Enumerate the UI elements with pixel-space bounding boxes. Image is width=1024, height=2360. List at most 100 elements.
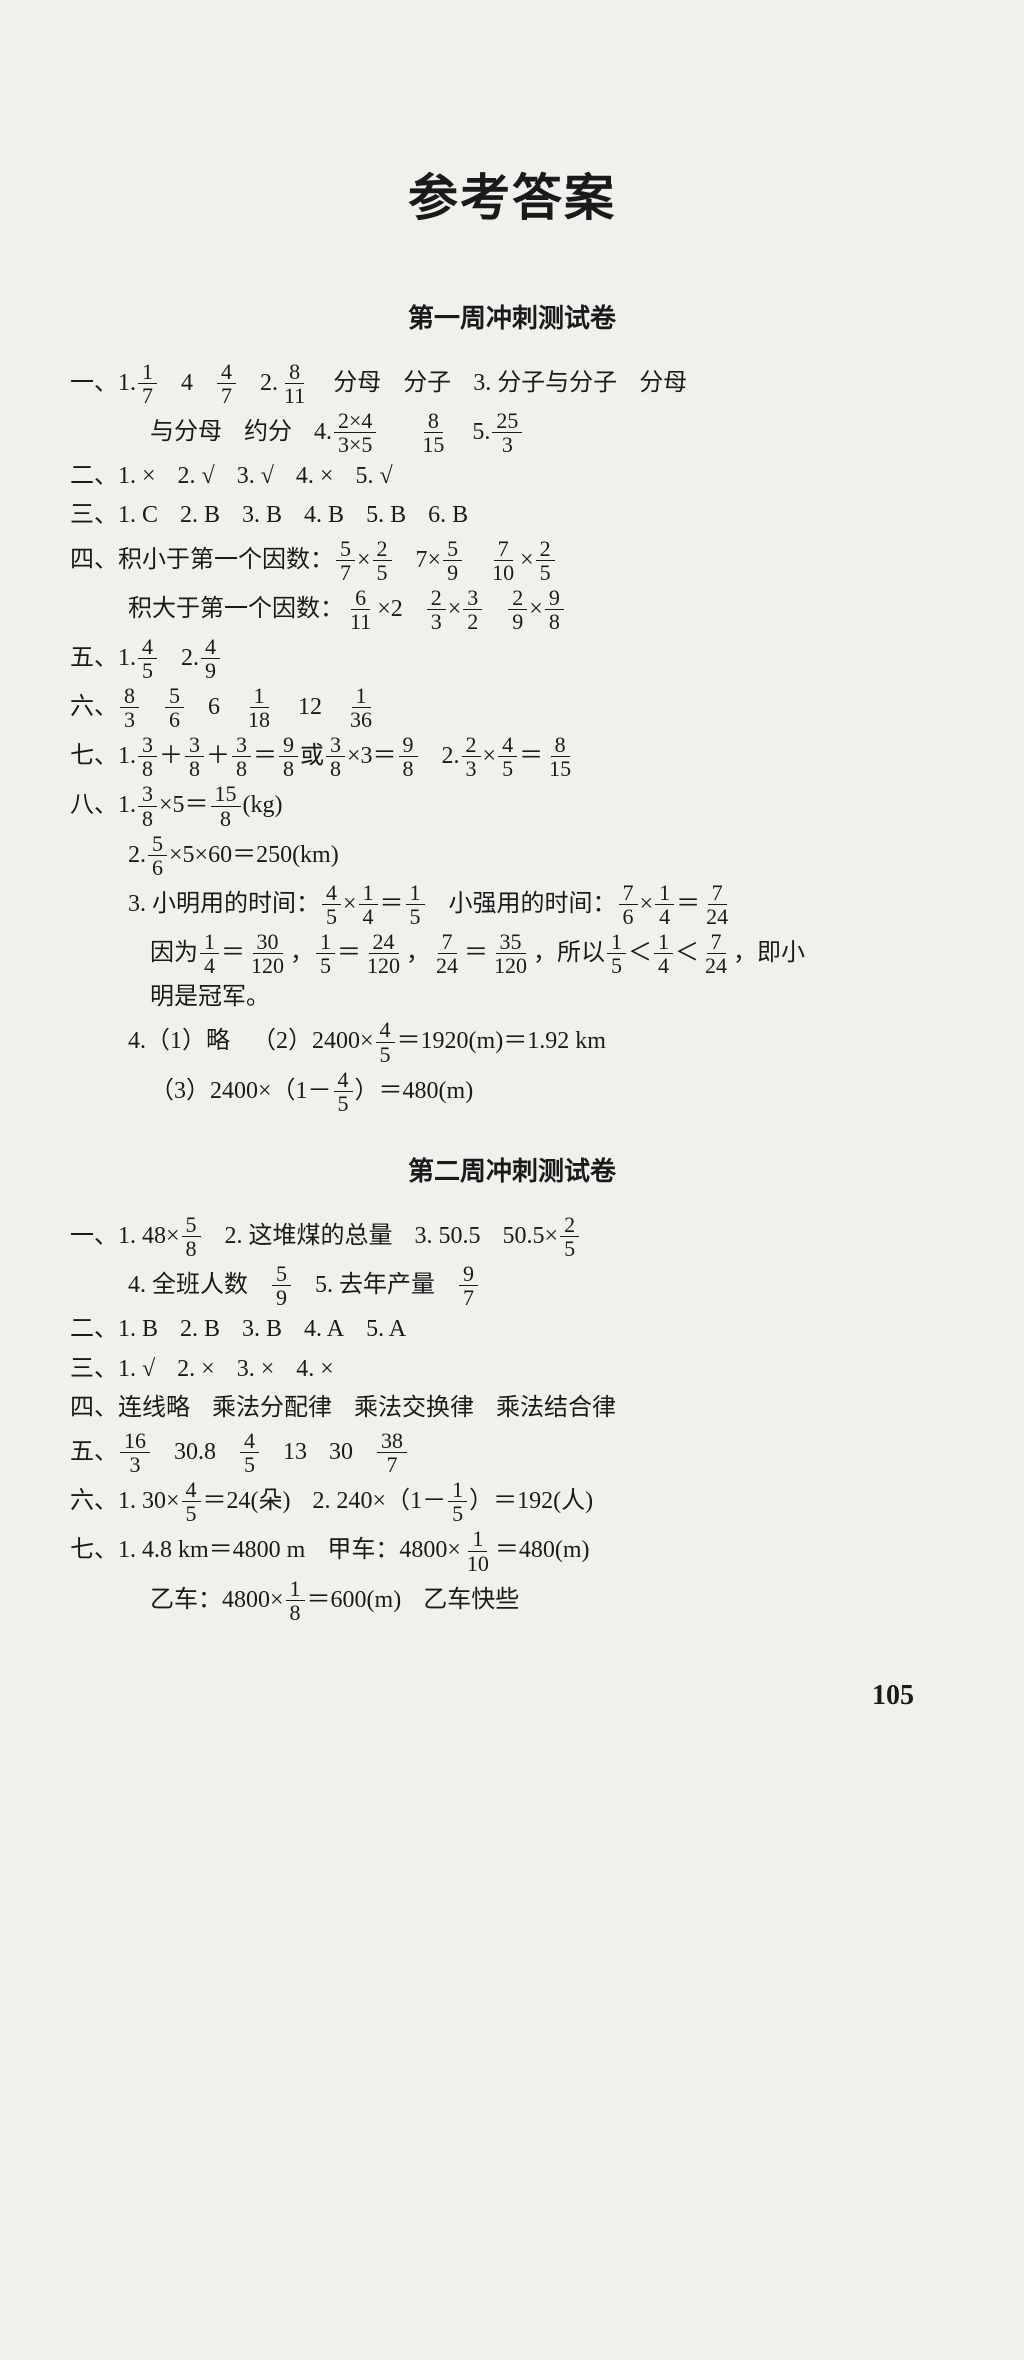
text: ＜	[628, 935, 652, 972]
s1-q1-line2: 与分母 约分 4. 2×43×5 815 5. 253	[70, 409, 954, 456]
frac: 32	[463, 586, 482, 633]
frac: 136	[346, 684, 376, 731]
text: 2.	[442, 738, 460, 775]
text: 或	[300, 738, 324, 775]
s1-q2: 二、1. × 2. √ 3. √ 4. × 5. √	[70, 458, 954, 495]
frac: 58	[182, 1213, 201, 1260]
text: 分子	[403, 365, 451, 402]
frac: 163	[120, 1429, 150, 1476]
text: （2）2400×	[252, 1023, 374, 1060]
frac: 815	[545, 733, 575, 780]
text: 八、1.	[70, 787, 136, 824]
s2-q5: 五、 163 30.8 45 13 30 387	[70, 1429, 954, 1476]
frac: 35120	[490, 930, 531, 977]
frac: 14	[655, 881, 674, 928]
text: 三、1. √	[70, 1351, 155, 1388]
text: ×3＝	[347, 738, 397, 775]
frac: 30120	[247, 930, 288, 977]
frac: 45	[138, 635, 157, 682]
frac: 18	[286, 1577, 305, 1624]
text: 5. A	[366, 1311, 406, 1348]
frac: 118	[244, 684, 274, 731]
text: 六、1. 30×	[70, 1483, 180, 1520]
frac: 23	[427, 586, 446, 633]
text: ＝1920(m)＝1.92 km	[397, 1023, 606, 1060]
s2-q2: 二、1. B 2. B 3. B 4. A 5. A	[70, 1311, 954, 1348]
text: 3. ×	[237, 1351, 275, 1388]
frac: 98	[545, 586, 564, 633]
text: 4	[181, 365, 193, 402]
frac: 38	[138, 782, 157, 829]
frac: 14	[359, 881, 378, 928]
text: ，	[290, 935, 314, 972]
frac: 47	[217, 360, 236, 407]
s1-q4-b: 积大于第一个因数： 611 ×2 23 × 32 29 × 98	[70, 586, 954, 633]
text: ，所以	[533, 935, 605, 972]
text: ，	[406, 935, 430, 972]
s1-q8-1: 八、1. 38 ×5＝ 158 (kg)	[70, 782, 954, 829]
text: 七、1. 4.8 km＝4800 m	[70, 1532, 305, 1569]
s1-q3: 三、1. C 2. B 3. B 4. B 5. B 6. B	[70, 497, 954, 534]
text: 五、	[70, 1434, 118, 1471]
frac: 15	[607, 930, 626, 977]
text: 二、1. B	[70, 1311, 158, 1348]
frac: 14	[654, 930, 673, 977]
text: ×5＝	[159, 787, 209, 824]
text: (kg)	[243, 787, 283, 824]
text: 6. B	[428, 497, 468, 534]
frac: 724	[702, 881, 732, 928]
s2-q3: 三、1. √ 2. × 3. × 4. ×	[70, 1351, 954, 1388]
text: 3. B	[242, 497, 282, 534]
text: 六、	[70, 689, 118, 726]
frac: 45	[334, 1068, 353, 1115]
text: ＋	[159, 738, 183, 775]
frac: 158	[211, 782, 241, 829]
s1-q8-3b: 因为 14 ＝ 30120 ， 15 ＝ 24120 ， 724 ＝ 35120…	[70, 930, 954, 977]
text: 甲车：4800×	[327, 1532, 461, 1569]
text: （3）2400×（1－	[150, 1073, 332, 1110]
text: 12	[298, 689, 322, 726]
frac: 38	[326, 733, 345, 780]
s2-q7-a: 七、1. 4.8 km＝4800 m 甲车：4800× 110 ＝480(m)	[70, 1527, 954, 1574]
frac: 253	[492, 409, 522, 456]
text: ×5×60＝250(km)	[169, 837, 339, 874]
text: 与分母	[150, 414, 222, 451]
frac: 38	[138, 733, 157, 780]
frac: 25	[373, 537, 392, 584]
text: ，即小	[733, 935, 805, 972]
text: 二、1. ×	[70, 458, 156, 495]
text: 5. 去年产量	[315, 1267, 435, 1304]
frac: 45	[240, 1429, 259, 1476]
frac: 14	[200, 930, 219, 977]
frac: 2×43×5	[334, 409, 376, 456]
text: 4.	[314, 414, 332, 451]
page-number: 105	[70, 1674, 954, 1717]
text: ＋	[206, 738, 230, 775]
frac: 45	[182, 1478, 201, 1525]
s1-q8-4b: （3）2400×（1－ 45 ）＝480(m)	[70, 1068, 954, 1115]
text: ）＝192(人)	[469, 1483, 593, 1520]
text: 五、1.	[70, 640, 136, 677]
text: 3. B	[242, 1311, 282, 1348]
text: 2.	[181, 640, 199, 677]
text: 2. 这堆煤的总量	[225, 1218, 393, 1255]
frac: 45	[498, 733, 517, 780]
text: 乘法结合律	[496, 1390, 616, 1427]
text: 七、1.	[70, 738, 136, 775]
s1-q1-line1: 一、1. 17 4 47 2. 811 分母 分子 3. 分子与分子 分母	[70, 360, 954, 407]
frac: 49	[201, 635, 220, 682]
text: ＝24(朵)	[203, 1483, 291, 1520]
text: 4. ×	[296, 458, 334, 495]
s1-q4-a: 四、积小于第一个因数： 57 × 25 7× 59 710 × 25	[70, 537, 954, 584]
text: 乘法交换律	[354, 1390, 474, 1427]
frac: 38	[185, 733, 204, 780]
frac: 15	[406, 881, 425, 928]
frac: 98	[279, 733, 298, 780]
frac: 724	[432, 930, 462, 977]
text: 小强用的时间：	[449, 886, 617, 923]
text: 乘法分配律	[212, 1390, 332, 1427]
frac: 17	[138, 360, 157, 407]
text: 7×	[416, 542, 442, 579]
text: 4. ×	[296, 1351, 334, 1388]
text: ＝	[253, 738, 277, 775]
